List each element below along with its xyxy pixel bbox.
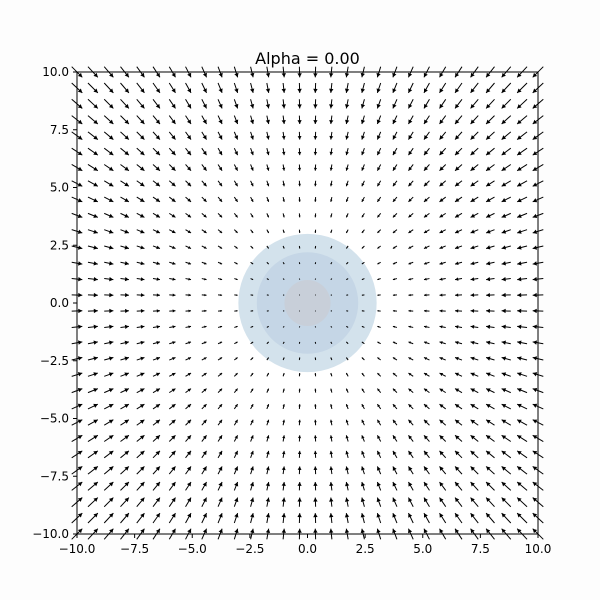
vector-arrow [315,310,316,311]
vector-arrow [299,342,300,344]
x-tick-label: −7.5 [120,542,149,556]
vector-arrow [299,279,300,280]
vector-arrow [346,295,348,296]
x-tick-label: 10.0 [525,542,552,556]
vector-arrow [315,295,316,296]
vector-arrow [267,310,269,311]
y-tick-label: 0.0 [50,296,69,310]
y-tick-label: −7.5 [40,469,69,483]
vector-arrow [267,295,269,296]
vector-arrow [331,295,332,296]
y-axis: −10.0 −7.5 −5.0 −2.5 0.0 2.5 5.0 7.5 10.0 [32,65,77,541]
vector-arrow [299,310,300,311]
vector-arrow [283,295,284,296]
vector-arrow [315,342,316,344]
vector-arrow [315,326,316,327]
y-tick-label: −10.0 [32,527,69,541]
x-tick-label: −5.0 [178,542,207,556]
vector-arrow [315,279,316,280]
y-tick-label: 5.0 [50,181,69,195]
vector-arrow [299,262,300,264]
x-tick-label: −2.5 [235,542,264,556]
vector-arrow [283,311,284,312]
chart-title: Alpha = 0.00 [255,49,360,68]
x-tick-label: 5.0 [413,542,432,556]
vector-arrow [299,295,300,296]
contour-level-3 [284,280,330,326]
y-tick-label: −5.0 [40,412,69,426]
x-tick-label: −10.0 [59,542,96,556]
vector-arrow [331,311,332,312]
vector-arrow [346,310,348,311]
x-tick-label: 7.5 [471,542,490,556]
vector-arrow [315,262,316,264]
y-tick-label: 2.5 [50,238,69,252]
x-axis: −10.0 −7.5 −5.0 −2.5 0.0 2.5 5.0 7.5 10.0 [59,534,552,556]
y-tick-label: −2.5 [40,354,69,368]
contour-layer [238,234,376,372]
x-tick-label: 2.5 [356,542,375,556]
y-tick-label: 10.0 [42,65,69,79]
y-tick-label: 7.5 [50,123,69,137]
vector-arrow [299,326,300,327]
x-tick-label: 0.0 [298,542,317,556]
